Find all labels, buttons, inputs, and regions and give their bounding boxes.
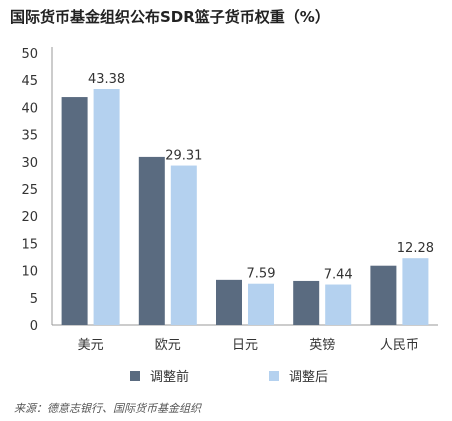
bar-before	[216, 279, 242, 325]
bar-before	[61, 97, 88, 326]
bar-before	[370, 265, 397, 325]
bar-after	[170, 165, 197, 325]
legend-label-after: 调整后	[289, 370, 329, 385]
legend-item-after: 调整后	[269, 366, 328, 385]
x-tick-label: 日元	[232, 338, 258, 353]
y-tick-label: 35	[21, 129, 38, 144]
data-label: 7.59	[247, 267, 276, 282]
y-tick-label: 20	[21, 210, 38, 225]
bar-after	[248, 283, 274, 325]
source-note: 来源：德意志银行、国际货币基金组织	[14, 402, 201, 415]
x-tick-label: 欧元	[155, 338, 181, 353]
bar-after	[93, 89, 120, 325]
legend-label-before: 调整前	[150, 370, 190, 385]
legend: 调整前 调整后	[130, 366, 328, 385]
y-tick-label: 25	[21, 183, 38, 198]
data-label: 43.38	[88, 72, 125, 87]
data-label: 7.44	[324, 268, 353, 283]
bar-before	[293, 280, 320, 325]
y-tick-label: 50	[21, 47, 38, 62]
y-tick-label: 15	[21, 237, 38, 252]
x-tick-label: 人民币	[380, 338, 419, 353]
y-tick-label: 40	[21, 101, 38, 116]
legend-swatch-before	[130, 370, 140, 381]
y-tick-label: 5	[30, 292, 38, 307]
legend-swatch-after	[269, 370, 280, 381]
y-tick-label: 30	[21, 156, 38, 171]
bar-after	[402, 258, 429, 325]
data-label: 12.28	[397, 241, 434, 256]
x-tick-label: 美元	[78, 338, 104, 353]
y-tick-label: 10	[21, 265, 38, 280]
bar-before	[138, 156, 165, 325]
x-tick-label: 英镑	[309, 337, 335, 353]
y-tick-label: 45	[21, 74, 38, 89]
data-label: 29.31	[165, 149, 202, 164]
y-tick-label: 0	[30, 319, 38, 334]
chart-title: 国际货币基金组织公布SDR篮子货币权重（%）	[10, 8, 330, 26]
bar-after	[325, 284, 352, 325]
legend-item-before: 调整前	[130, 366, 189, 385]
